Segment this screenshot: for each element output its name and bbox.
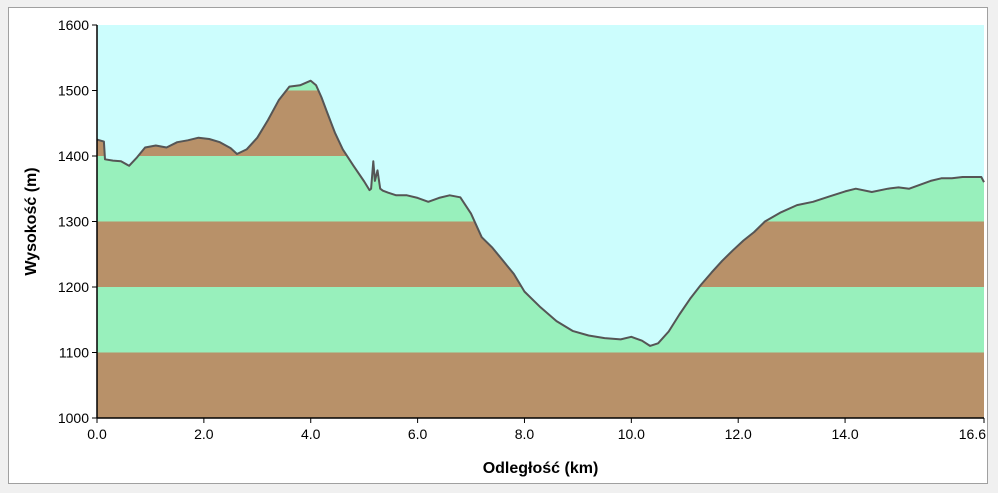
x-tick-label: 4.0 (301, 426, 321, 442)
x-axis-title: Odległość (km) (483, 460, 599, 477)
y-tick-label: 1600 (58, 17, 89, 33)
x-tick-label: 12.0 (725, 426, 752, 442)
y-tick-label: 1300 (58, 214, 89, 230)
sky-area (97, 25, 984, 346)
x-tick-label: 0.0 (87, 426, 107, 442)
x-tick-label: 2.0 (194, 426, 214, 442)
elevation-chart: 1000 1100 1200 1300 1400 1500 1600 0.0 2.0 4.0 6.… (23, 17, 986, 477)
y-axis-ticks: 1000 1100 1200 1300 1400 1500 1600 (58, 17, 97, 426)
elevation-band-1000-1100 (97, 352, 984, 418)
chart-frame: 1000 1100 1200 1300 1400 1500 1600 0.0 2.0 4.0 6.… (8, 7, 988, 484)
x-tick-label: 16.6 (959, 426, 986, 442)
x-tick-label: 8.0 (515, 426, 535, 442)
elevation-profile-line (96, 79, 985, 347)
x-axis-ticks: 0.0 2.0 4.0 6.0 8.0 10.0 12.0 14.0 16.6 (87, 418, 986, 442)
x-tick-label: 10.0 (618, 426, 645, 442)
y-tick-label: 1100 (59, 345, 89, 361)
y-tick-label: 1200 (58, 279, 89, 295)
x-tick-label: 6.0 (408, 426, 428, 442)
y-tick-label: 1000 (58, 410, 89, 426)
y-tick-label: 1400 (58, 148, 89, 164)
x-tick-label: 14.0 (831, 426, 858, 442)
y-axis-title: Wysokość (m) (23, 167, 40, 275)
y-tick-label: 1500 (58, 83, 89, 99)
